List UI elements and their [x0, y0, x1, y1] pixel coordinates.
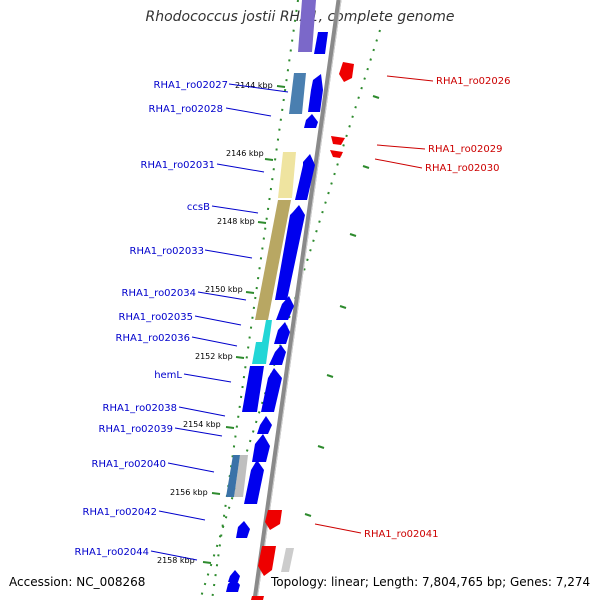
- outer-tick-4: [339, 305, 347, 309]
- scale-label: 2154 kbp: [183, 420, 221, 429]
- shade-band-purple: [298, 0, 316, 52]
- scale-label: 2156 kbp: [170, 488, 208, 497]
- gene-label-ro02041: RHA1_ro02041: [364, 529, 439, 540]
- shade-band-grey2: [281, 548, 294, 572]
- rev-gene-ro02030: [330, 150, 343, 158]
- fwd-gene-1: [314, 32, 328, 54]
- leader-line: [150, 550, 198, 561]
- scale-tick-2152: [235, 356, 245, 359]
- shade-band-blue: [226, 455, 240, 497]
- map-title: Rhodococcus jostii RHA1, complete genome: [145, 9, 455, 25]
- scale-tick-2144: [276, 85, 286, 88]
- scale-tick-2148: [257, 221, 267, 224]
- gene-label-ro02035: RHA1_ro02035: [119, 312, 194, 323]
- rev-gene-ro02041: [265, 510, 282, 530]
- leader-line: [204, 249, 253, 259]
- fwd-gene-ro02036: [242, 366, 264, 412]
- gene-label-ro02044: RHA1_ro02044: [75, 547, 150, 558]
- shade-band-olive: [255, 200, 291, 320]
- scale-tick-2156: [211, 492, 221, 495]
- leader-line: [183, 373, 232, 383]
- leader-line: [194, 315, 242, 326]
- rev-gene-bottom: [251, 596, 264, 600]
- scale-tick-2158: [202, 561, 212, 564]
- leader-line: [174, 427, 223, 437]
- rev-gene-ro02026: [339, 62, 354, 82]
- fwd-gene-ro02028: [304, 114, 318, 128]
- gene-label-ro02030: RHA1_ro02030: [425, 163, 500, 174]
- gene-label-ro02028: RHA1_ro02028: [149, 104, 224, 115]
- rev-gene-ro02029: [331, 136, 345, 145]
- fwd-gene-ccsB: [275, 205, 305, 300]
- fwd-gene-ro02034: [274, 322, 290, 344]
- scale-label: 2144 kbp: [235, 81, 273, 90]
- leader-line: [228, 83, 289, 93]
- gene-label-ccsB: ccsB: [187, 202, 210, 213]
- leader-line: [386, 75, 434, 82]
- scale-label: 2150 kbp: [205, 285, 243, 294]
- gene-label-ro02029: RHA1_ro02029: [428, 144, 503, 155]
- gene-label-ro02031: RHA1_ro02031: [141, 160, 216, 171]
- genome-backbone: [252, 0, 342, 600]
- scale-label: 2152 kbp: [195, 352, 233, 361]
- shade-band-steel: [289, 73, 306, 114]
- leader-line: [374, 158, 423, 169]
- scale-tick-2154: [225, 426, 235, 429]
- fwd-gene-ro02040: [244, 460, 264, 504]
- fwd-gene-ro02031: [295, 154, 315, 200]
- gene-label-ro02040: RHA1_ro02040: [92, 459, 167, 470]
- accession-text: Accession: NC_008268: [9, 575, 146, 589]
- leader-line: [178, 406, 226, 417]
- shade-band-grey: [234, 455, 248, 497]
- gene-label-ro02038: RHA1_ro02038: [103, 403, 178, 414]
- fwd-gene-ro02044b: [226, 578, 240, 592]
- outer-tick-6: [317, 445, 325, 449]
- leader-line: [158, 510, 206, 521]
- scale-label: 2148 kbp: [217, 217, 255, 226]
- gene-label-ro02033: RHA1_ro02033: [130, 246, 205, 257]
- backbone-highlight: [256, 0, 342, 600]
- gene-label-ro02027: RHA1_ro02027: [154, 80, 229, 91]
- leader-line: [211, 205, 259, 214]
- fwd-gene-ro02035: [269, 345, 286, 365]
- fwd-gene-ro02038: [257, 416, 272, 434]
- leader-line: [197, 291, 247, 301]
- outer-tick-5: [326, 374, 334, 378]
- leader-line: [167, 462, 215, 473]
- fwd-gene-hemL: [261, 368, 282, 412]
- shade-band-cyan: [252, 320, 272, 364]
- fwd-gene-ro02027: [308, 74, 323, 112]
- rev-gene-ro02043: [258, 546, 276, 576]
- scale-tick-2150: [245, 291, 255, 294]
- scale-label: 2158 kbp: [157, 556, 195, 565]
- scale-label: 2146 kbp: [226, 149, 264, 158]
- fwd-gene-ro02042: [236, 521, 250, 538]
- outer-tick-3: [349, 233, 357, 237]
- outer-tick-2: [362, 165, 370, 169]
- leader-line: [191, 336, 238, 347]
- scale-tick-2146: [264, 158, 274, 161]
- shade-band-cream: [278, 152, 296, 198]
- gene-label-hemL: hemL: [154, 370, 182, 381]
- gene-label-ro02042: RHA1_ro02042: [83, 507, 158, 518]
- outer-tick-7: [304, 513, 312, 517]
- leader-line: [376, 144, 426, 150]
- genome-summary-text: Topology: linear; Length: 7,804,765 bp; …: [271, 575, 591, 589]
- fwd-gene-ro02033: [276, 296, 294, 320]
- fwd-gene-ro02039: [252, 434, 270, 462]
- leader-line: [314, 523, 362, 534]
- gene-label-ro02039: RHA1_ro02039: [99, 424, 174, 435]
- fwd-gene-ro02044a: [228, 570, 240, 582]
- leader-line: [216, 163, 265, 173]
- outer-tick-line-left: [211, 0, 299, 600]
- leader-line: [225, 107, 272, 117]
- outer-tick-1: [372, 95, 380, 99]
- gene-label-ro02034: RHA1_ro02034: [122, 288, 197, 299]
- gene-label-ro02026: RHA1_ro02026: [436, 76, 511, 87]
- gene-label-ro02036: RHA1_ro02036: [116, 333, 191, 344]
